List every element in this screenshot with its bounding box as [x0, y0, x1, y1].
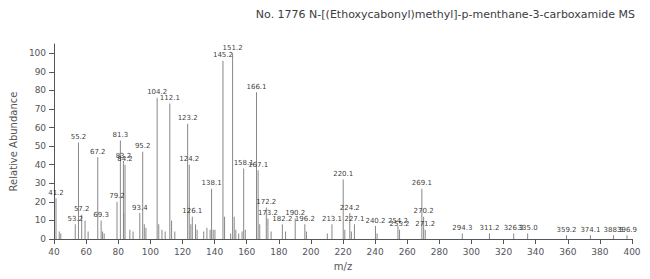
svg-text:67.2: 67.2: [90, 148, 106, 156]
svg-text:359.2: 359.2: [556, 226, 576, 234]
svg-text:240.2: 240.2: [365, 217, 385, 225]
svg-text:271.2: 271.2: [415, 220, 435, 228]
svg-text:335.0: 335.0: [518, 224, 538, 232]
svg-text:30: 30: [35, 178, 47, 188]
svg-text:374.1: 374.1: [580, 226, 600, 234]
svg-text:80: 80: [113, 247, 125, 257]
svg-text:60: 60: [80, 247, 92, 257]
svg-text:158.1: 158.1: [233, 158, 254, 167]
svg-text:57.2: 57.2: [74, 205, 90, 213]
svg-text:0: 0: [40, 234, 46, 244]
svg-text:40: 40: [35, 160, 47, 170]
svg-text:104.2: 104.2: [147, 88, 168, 97]
svg-text:40: 40: [48, 247, 60, 257]
svg-text:224.2: 224.2: [340, 204, 360, 212]
svg-text:151.2: 151.2: [223, 44, 243, 52]
svg-text:126.1: 126.1: [182, 207, 202, 215]
svg-text:400: 400: [623, 247, 640, 257]
svg-text:294.3: 294.3: [452, 224, 472, 232]
svg-text:50: 50: [35, 141, 47, 151]
svg-text:300: 300: [463, 247, 480, 257]
svg-text:388.5: 388.5: [603, 225, 624, 234]
svg-text:396.9: 396.9: [617, 226, 637, 234]
svg-text:m/z: m/z: [334, 261, 352, 272]
svg-text:240: 240: [367, 247, 384, 257]
svg-text:No. 1776 N-[(Ethoxycabonyl)met: No. 1776 N-[(Ethoxycabonyl)methyl]-p-men…: [256, 8, 635, 21]
svg-text:93.4: 93.4: [132, 204, 148, 212]
svg-text:80: 80: [35, 85, 47, 95]
svg-text:84.2: 84.2: [117, 155, 133, 163]
svg-text:260: 260: [399, 247, 416, 257]
svg-text:55.2: 55.2: [71, 133, 87, 141]
svg-text:213.1: 213.1: [322, 215, 342, 223]
svg-text:70: 70: [35, 104, 47, 114]
svg-text:124.2: 124.2: [179, 155, 199, 163]
svg-text:41.2: 41.2: [48, 189, 64, 197]
svg-text:320: 320: [495, 247, 512, 257]
svg-text:20: 20: [35, 197, 47, 207]
svg-text:227.1: 227.1: [344, 215, 364, 223]
svg-text:172.2: 172.2: [256, 198, 276, 206]
svg-text:340: 340: [527, 247, 544, 257]
svg-text:100: 100: [29, 48, 46, 58]
svg-text:270.2: 270.2: [414, 207, 434, 215]
svg-text:182.2: 182.2: [272, 214, 293, 223]
svg-text:173.2: 173.2: [257, 209, 278, 218]
svg-text:Relative Abundance: Relative Abundance: [8, 92, 19, 192]
svg-text:311.2: 311.2: [479, 224, 499, 232]
svg-text:100: 100: [142, 247, 159, 257]
svg-text:81.3: 81.3: [113, 131, 129, 139]
svg-text:220.1: 220.1: [333, 170, 353, 178]
svg-text:190.2: 190.2: [285, 209, 306, 218]
svg-text:79.2: 79.2: [109, 192, 125, 200]
svg-text:140: 140: [206, 247, 223, 257]
svg-text:360: 360: [559, 247, 576, 257]
svg-text:196.2: 196.2: [295, 215, 315, 223]
svg-text:138.1: 138.1: [202, 179, 222, 187]
svg-text:180: 180: [270, 247, 287, 257]
svg-text:10: 10: [35, 215, 47, 225]
svg-text:255.2: 255.2: [390, 220, 410, 228]
svg-text:326.3: 326.3: [503, 223, 524, 232]
svg-text:145.2: 145.2: [213, 51, 233, 59]
svg-text:120: 120: [174, 247, 191, 257]
svg-text:200: 200: [302, 247, 319, 257]
svg-text:60: 60: [35, 123, 47, 133]
svg-text:166.1: 166.1: [246, 83, 266, 91]
svg-text:220: 220: [334, 247, 351, 257]
svg-text:380: 380: [591, 247, 608, 257]
svg-text:160: 160: [238, 247, 255, 257]
svg-text:90: 90: [35, 67, 47, 77]
svg-text:123.2: 123.2: [178, 114, 198, 122]
svg-text:53.2: 53.2: [67, 215, 83, 223]
svg-text:112.1: 112.1: [160, 94, 180, 102]
svg-text:167.1: 167.1: [248, 161, 268, 169]
svg-text:69.3: 69.3: [93, 211, 109, 219]
svg-text:95.2: 95.2: [135, 142, 151, 150]
svg-text:269.1: 269.1: [412, 179, 432, 187]
svg-text:280: 280: [431, 247, 448, 257]
